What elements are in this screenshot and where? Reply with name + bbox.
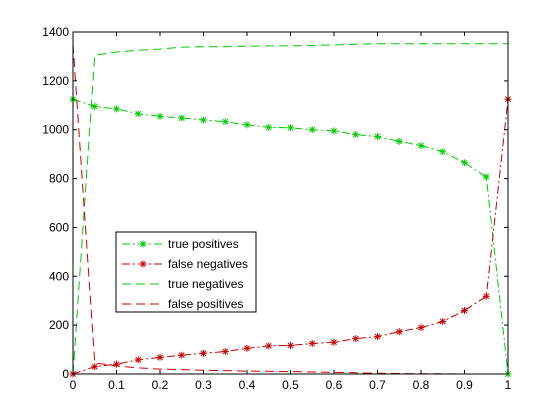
data-point-true-positives [91, 103, 98, 110]
legend-label: true positives [168, 237, 239, 251]
data-point-true-positives [374, 133, 381, 140]
data-point-true-positives [244, 121, 251, 128]
legend-marker [140, 261, 147, 268]
data-point-false-negatives [157, 354, 164, 361]
data-point-false-negatives [439, 318, 446, 325]
data-point-false-negatives [396, 328, 403, 335]
data-point-false-negatives [91, 363, 98, 370]
data-point-true-positives [200, 116, 207, 123]
data-point-true-positives [483, 173, 490, 180]
data-point-false-negatives [483, 293, 490, 300]
data-point-true-positives [331, 127, 338, 134]
x-tick-label: 0.5 [282, 378, 299, 392]
y-tick-label: 1000 [42, 123, 69, 137]
data-point-true-positives [135, 110, 142, 117]
data-point-true-positives [418, 142, 425, 149]
data-point-true-positives [352, 131, 359, 138]
y-tick-label: 1400 [42, 25, 69, 39]
data-point-false-negatives [309, 340, 316, 347]
legend-marker [140, 241, 147, 248]
data-point-false-negatives [374, 333, 381, 340]
data-point-false-negatives [222, 348, 229, 355]
x-tick-label: 0.9 [456, 378, 473, 392]
data-point-false-negatives [135, 356, 142, 363]
x-tick-label: 0.1 [108, 378, 125, 392]
data-point-false-negatives [461, 307, 468, 314]
data-point-false-negatives [178, 352, 185, 359]
x-tick-label: 0.7 [369, 378, 386, 392]
data-point-true-positives [113, 105, 120, 112]
y-tick-label: 200 [49, 318, 69, 332]
y-tick-label: 800 [49, 172, 69, 186]
data-point-true-positives [222, 118, 229, 125]
x-tick-label: 0.2 [152, 378, 169, 392]
y-tick-label: 1200 [42, 74, 69, 88]
data-point-false-negatives [287, 342, 294, 349]
data-point-true-positives [178, 114, 185, 121]
legend-label: true negatives [168, 277, 243, 291]
data-point-false-negatives [113, 361, 120, 368]
y-tick-label: 0 [62, 367, 69, 381]
data-point-true-positives [157, 113, 164, 120]
data-point-true-positives [396, 138, 403, 145]
y-tick-label: 400 [49, 269, 69, 283]
data-point-false-negatives [244, 345, 251, 352]
data-point-false-negatives [418, 324, 425, 331]
data-point-false-negatives [200, 350, 207, 357]
legend: true positives false negatives true negati… [116, 232, 256, 312]
data-point-true-positives [461, 159, 468, 166]
legend-label: false positives [168, 297, 243, 311]
data-point-false-negatives [331, 339, 338, 346]
data-point-true-positives [287, 124, 294, 131]
data-point-false-negatives [352, 335, 359, 342]
x-tick-label: 0.6 [326, 378, 343, 392]
data-point-true-positives [439, 148, 446, 155]
y-tick-label: 600 [49, 220, 69, 234]
x-tick-label: 0 [70, 378, 77, 392]
data-point-false-negatives [265, 342, 272, 349]
x-tick-label: 0.3 [195, 378, 212, 392]
x-tick-label: 0.8 [413, 378, 430, 392]
data-point-true-positives [265, 124, 272, 131]
x-tick-label: 0.4 [239, 378, 256, 392]
legend-label: false negatives [168, 257, 248, 271]
x-tick-label: 1 [505, 378, 512, 392]
data-point-true-positives [309, 126, 316, 133]
